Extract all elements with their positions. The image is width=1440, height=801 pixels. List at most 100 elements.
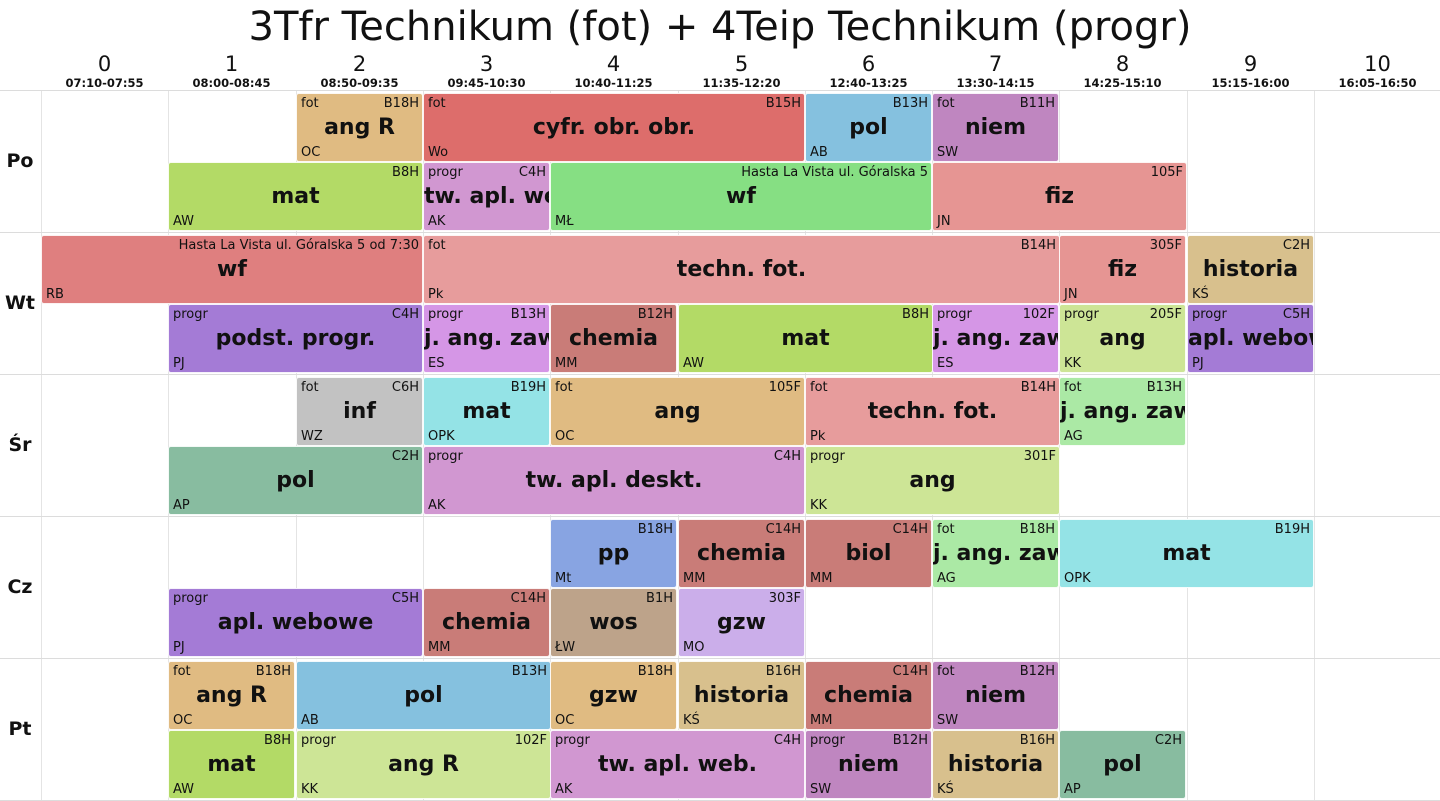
period-time: 15:15-16:00 [1211,76,1290,90]
lesson-room: B15H [765,96,801,111]
lesson-card[interactable]: progr 205F ang KK [1059,304,1186,373]
lesson-teacher: JN [937,214,951,229]
lesson-teacher: KŚ [1192,287,1209,302]
lesson-card[interactable]: fot B18H ang R OC [296,93,423,162]
lesson-card[interactable]: progr C5H apl. webowe PJ [168,588,423,657]
lesson-card[interactable]: fot B14H techn. fot. Pk [423,235,1060,304]
lesson-card[interactable]: B1H wos ŁW [550,588,677,657]
lesson-room: B14H [1020,238,1056,253]
lesson-room: B8H [902,307,929,322]
lesson-room: C14H [765,522,801,537]
lesson-card[interactable]: B13H pol AB [296,661,551,730]
lesson-card[interactable]: 305F fiz JN [1059,235,1186,304]
lesson-teacher: Pk [810,429,826,444]
lesson-card[interactable]: B13H pol AB [805,93,932,162]
lesson-subject: mat [1162,540,1211,566]
lesson-card[interactable]: C2H pol AP [1059,730,1186,799]
lesson-teacher: AW [173,782,195,797]
lesson-group: progr [173,591,208,606]
lesson-card[interactable]: progr 102F j. ang. zaw. ES [932,304,1059,373]
lesson-teacher: OPK [428,429,455,444]
period-time: 08:50-09:35 [320,76,399,90]
lesson-room: 105F [1150,165,1183,180]
lesson-group: progr [301,733,336,748]
lesson-card[interactable]: B19H mat OPK [1059,519,1314,588]
lesson-card[interactable]: Hasta La Vista ul. Góralska 5 wf MŁ [550,162,932,231]
lesson-subject: ang [1099,325,1146,351]
lesson-teacher: PJ [1192,356,1204,371]
lesson-card[interactable]: fot C6H inf WZ [296,377,423,446]
lesson-teacher: MM [810,571,833,586]
period-time: 13:30-14:15 [956,76,1035,90]
lesson-card[interactable]: fot B14H techn. fot. Pk [805,377,1060,446]
lesson-card[interactable]: C14H chemia MM [678,519,805,588]
lesson-subject: chemia [442,609,531,635]
lesson-card[interactable]: progr B12H niem SW [805,730,932,799]
lesson-card[interactable]: fot B18H ang R OC [168,661,295,730]
lesson-card[interactable]: progr C4H tw. apl. web. AK [550,730,805,799]
lesson-card[interactable]: B18H gzw OC [550,661,677,730]
lesson-card[interactable]: B8H mat AW [678,304,933,373]
lesson-card[interactable]: fot 105F ang OC [550,377,805,446]
period-time: 12:40-13:25 [829,76,908,90]
lesson-card[interactable]: B8H mat AW [168,162,423,231]
lesson-subject: apl. webowe [1188,325,1313,351]
lesson-card[interactable]: progr C4H tw. apl. web. AK [423,162,550,231]
lesson-room: B19H [510,380,546,395]
lesson-card[interactable]: fot B13H j. ang. zaw. AG [1059,377,1186,446]
lesson-subject: j. ang. zaw. [933,540,1058,566]
lesson-card[interactable]: fot B15H cyfr. obr. obr. Wo [423,93,805,162]
lesson-card[interactable]: 105F fiz JN [932,162,1187,231]
lesson-subject: j. ang. zaw. [424,325,549,351]
lesson-card[interactable]: fot B11H niem SW [932,93,1059,162]
lesson-card[interactable]: C14H biol MM [805,519,932,588]
lesson-card[interactable]: B16H historia KŚ [678,661,805,730]
lesson-card[interactable]: C2H pol AP [168,446,423,515]
lesson-card[interactable]: C2H historia KŚ [1187,235,1314,304]
lesson-card[interactable]: B16H historia KŚ [932,730,1059,799]
lesson-subject: j. ang. zaw. [1060,398,1185,424]
lesson-teacher: KK [810,498,828,513]
lesson-card[interactable]: progr 102F ang R KK [296,730,551,799]
day-label: Cz [7,576,33,598]
lesson-room: B16H [765,664,801,679]
lesson-subject: wos [589,609,638,635]
lesson-room: B18H [637,664,673,679]
lesson-card[interactable]: fot B18H j. ang. zaw. AG [932,519,1059,588]
lesson-card[interactable]: B8H mat AW [168,730,295,799]
lesson-subject: niem [964,114,1027,140]
lesson-card[interactable]: progr C5H apl. webowe PJ [1187,304,1314,373]
lesson-teacher: AG [937,571,956,586]
lesson-room: 102F [514,733,547,748]
lesson-card[interactable]: progr C4H tw. apl. deskt. AK [423,446,805,515]
lesson-card[interactable]: B19H mat OPK [423,377,550,446]
lesson-card[interactable]: B18H pp Mt [550,519,677,588]
lesson-room: C2H [1154,733,1182,748]
lesson-card[interactable]: C14H chemia MM [805,661,932,730]
period-number: 10 [1364,52,1391,76]
lesson-room: 102F [1022,307,1055,322]
day-divider [0,658,1440,659]
lesson-card[interactable]: fot B12H niem SW [932,661,1059,730]
day-divider [0,374,1440,375]
lesson-card[interactable]: 303F gzw MO [678,588,805,657]
lesson-room: B1H [646,591,673,606]
lesson-card[interactable]: Hasta La Vista ul. Góralska 5 od 7:30 wf R… [41,235,423,304]
lesson-teacher: AG [1064,429,1083,444]
lesson-subject: gzw [589,682,638,708]
lesson-subject: pol [276,467,315,493]
lesson-subject: historia [1202,256,1299,282]
lesson-room: C6H [391,380,419,395]
lesson-teacher: SW [937,713,959,728]
lesson-card[interactable]: C14H chemia MM [423,588,550,657]
lesson-room: B19H [1274,522,1310,537]
lesson-subject: ang [909,467,956,493]
lesson-card[interactable]: progr 301F ang KK [805,446,1060,515]
lesson-group: fot [937,522,955,537]
lesson-card[interactable]: B12H chemia MM [550,304,677,373]
lesson-card[interactable]: progr C4H podst. progr. PJ [168,304,423,373]
lesson-subject: niem [964,682,1027,708]
lesson-teacher: SW [937,145,959,160]
lesson-room: B18H [255,664,291,679]
lesson-card[interactable]: progr B13H j. ang. zaw. ES [423,304,550,373]
